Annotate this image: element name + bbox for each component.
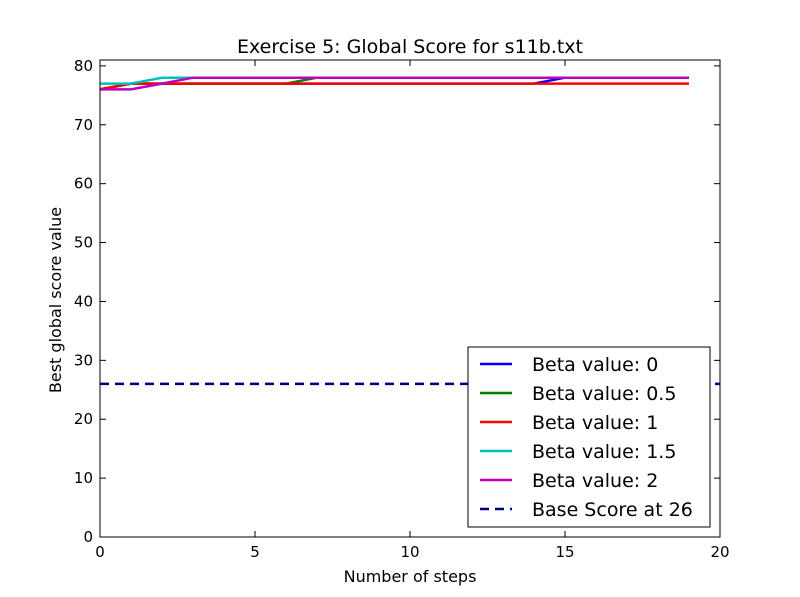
y-tick-label: 40	[74, 292, 93, 310]
series-line-4	[100, 76, 689, 91]
x-axis-label: Number of steps	[344, 567, 477, 586]
legend-label-4: Beta value: 2	[532, 470, 658, 492]
y-tick-label: 70	[74, 116, 93, 134]
y-tick-label: 10	[74, 469, 93, 487]
x-tick-label: 5	[250, 543, 260, 561]
y-tick-label: 60	[74, 175, 93, 193]
x-tick-label: 0	[95, 543, 105, 561]
x-tick-label: 15	[555, 543, 574, 561]
legend-label-1: Beta value: 0.5	[532, 383, 676, 405]
y-tick-label: 50	[74, 234, 93, 252]
chart-title: Exercise 5: Global Score for s11b.txt	[237, 36, 583, 58]
plot-frame	[99, 59, 721, 538]
legend-label-2: Beta value: 1	[532, 412, 658, 434]
series-line-2	[99, 82, 689, 91]
legend: Beta value: 0 Beta value: 0.5 Beta value: …	[467, 346, 711, 528]
x-tick-label: 20	[710, 543, 729, 561]
y-axis-label: Best global score value	[46, 207, 65, 393]
y-tick-label: 80	[74, 57, 93, 75]
legend-label-3: Beta value: 1.5	[532, 441, 676, 463]
legend-label-5: Base Score at 26	[532, 499, 693, 521]
legend-label-0: Beta value: 0	[532, 354, 658, 376]
y-tick-label: 30	[74, 351, 93, 369]
y-tick-label: 0	[83, 528, 93, 546]
x-tick-label: 10	[400, 543, 419, 561]
y-tick-label: 20	[74, 410, 93, 428]
legend-box	[467, 346, 711, 528]
series-layer	[99, 76, 720, 386]
